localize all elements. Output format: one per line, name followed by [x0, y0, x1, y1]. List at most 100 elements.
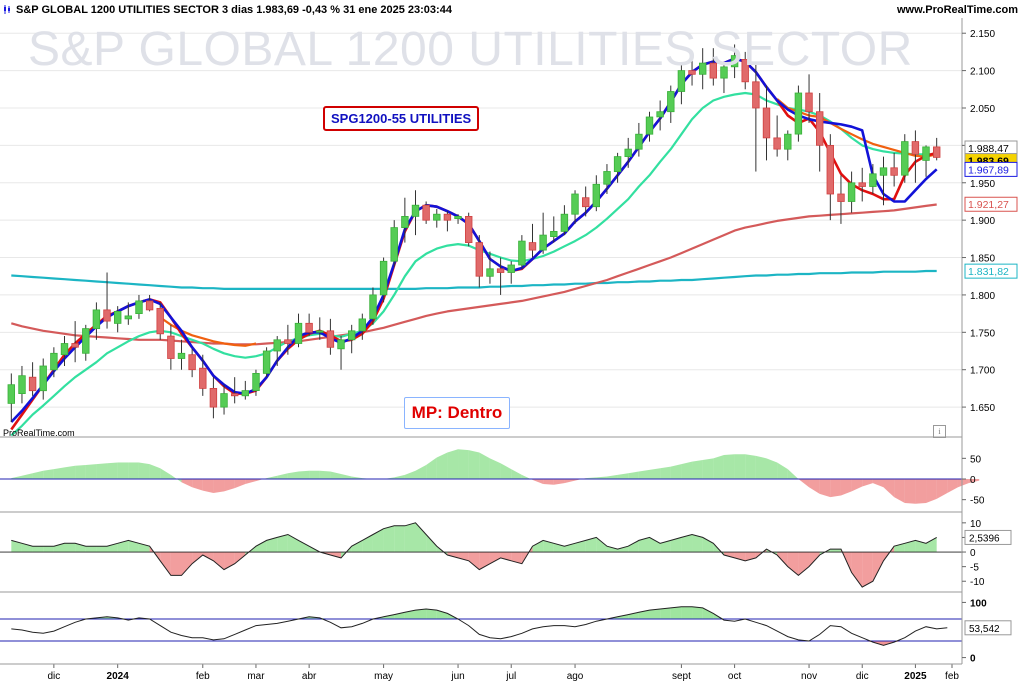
osc1-area-segment [638, 469, 650, 479]
osc2-area-segment [11, 540, 22, 553]
candle-body [816, 111, 824, 146]
osc1-tick-label: 50 [970, 454, 982, 465]
price-tag: 1.921,27 [964, 196, 1018, 212]
osc1-area-segment [96, 463, 108, 479]
osc1-area-segment [394, 474, 405, 479]
osc2-area-segment [426, 534, 437, 553]
osc1-area-segment [489, 458, 501, 479]
osc1-area-segment [404, 470, 416, 479]
osc2-area-segment [723, 552, 735, 558]
osc2-area-segment [787, 552, 799, 576]
osc1-area-segment [277, 473, 288, 479]
osc1-area-segment [606, 474, 618, 479]
osc1-area-segment [330, 471, 342, 479]
osc2-area-segment [670, 537, 682, 553]
x-tick-label: jul [505, 671, 516, 682]
osc3-overbought-fill [426, 609, 437, 619]
candle-body [199, 367, 207, 389]
candle-body [220, 393, 228, 408]
candle-body [613, 156, 622, 173]
info-icon[interactable]: i [933, 425, 946, 438]
osc1-area-segment [681, 461, 693, 479]
osc2-area-segment [330, 552, 342, 558]
x-tick-label: feb [945, 671, 959, 682]
candle-body [422, 204, 430, 221]
candle-body [7, 384, 15, 404]
osc2-area-segment [798, 552, 810, 576]
candle-body [550, 230, 558, 237]
candle-body [18, 375, 26, 395]
candle-body [826, 144, 834, 195]
osc1-tick-label: 0 [970, 475, 976, 486]
price-tag-box [964, 161, 1018, 177]
candle-body [933, 146, 941, 158]
chart-header-title: S&P GLOBAL 1200 UTILITIES SECTOR 3 dias … [16, 4, 452, 16]
candle-body [592, 183, 600, 208]
green_ma-line [10, 91, 937, 437]
candle-body [71, 343, 79, 348]
candle-body [124, 315, 132, 320]
osc1-area-segment [968, 479, 980, 484]
osc1-area-segment [447, 449, 459, 479]
candle-body [847, 182, 856, 202]
candle-body [103, 309, 111, 322]
osc2-area-segment [926, 537, 937, 553]
osc1-area-segment [851, 479, 863, 492]
osc1-area-segment [904, 479, 916, 504]
osc3-overbought-fill [660, 607, 671, 619]
price-tick-label: 2.100 [970, 67, 995, 78]
candle-body [528, 242, 537, 251]
candle-body [135, 300, 143, 314]
osc2-area-segment [394, 525, 405, 553]
osc1-area-segment [894, 479, 905, 503]
osc2-area-segment [692, 534, 703, 553]
osc2-area-segment [213, 552, 225, 570]
osc1-area-segment [723, 454, 735, 479]
x-tick-label: dic [856, 671, 869, 682]
osc3-overbought-fill [436, 610, 448, 619]
candle-body [603, 171, 611, 185]
candle-body [284, 339, 292, 344]
osc1-area-segment [287, 471, 299, 479]
price-tag: 1.988,47 [964, 140, 1018, 156]
candle-body [539, 234, 547, 251]
candle-body [869, 173, 877, 187]
x-tick-label: 2024 [107, 671, 130, 682]
website-link[interactable]: www.ProRealTime.com [896, 4, 1018, 16]
osc1-area-segment [543, 479, 554, 485]
candle-body [464, 215, 473, 243]
x-tick-label: ago [567, 671, 584, 682]
osc1-area-segment [128, 462, 139, 479]
osc2-area-segment [532, 540, 544, 553]
candle-body [752, 81, 760, 109]
osc1-area-segment [883, 479, 895, 498]
candle-body [273, 339, 281, 352]
osc1-area-segment [957, 479, 969, 488]
osc1-area-segment [532, 479, 544, 484]
osc1-area-segment [936, 479, 948, 499]
price-tick-label: 1.750 [970, 328, 995, 339]
candle-body [241, 390, 249, 397]
osc2-tick-label: -10 [970, 577, 985, 588]
candle-body [390, 227, 398, 262]
osc2-area-segment [617, 546, 629, 553]
candle-body [156, 307, 164, 335]
candle-body [401, 215, 409, 228]
osc1-area-segment [840, 479, 852, 496]
candle-body [443, 213, 452, 221]
osc1-area-segment [458, 449, 469, 479]
candle-body [784, 133, 792, 150]
osc1-area-segment [255, 478, 267, 482]
candle-body [486, 268, 494, 277]
source-label: ProRealTime.com [3, 428, 75, 438]
osc2-area-segment [96, 546, 108, 553]
candle-body [209, 387, 218, 408]
osc1-area-segment [787, 469, 799, 479]
candle-body [890, 167, 898, 176]
price-tick-label: 1.650 [970, 403, 995, 414]
price-tag-box [964, 196, 1018, 212]
price-tag: 1.967,89 [964, 161, 1018, 177]
osc1-area-segment [745, 454, 756, 479]
osc2-last-value-label: 2,5396 [969, 533, 1000, 544]
osc1-area-segment [617, 473, 629, 479]
